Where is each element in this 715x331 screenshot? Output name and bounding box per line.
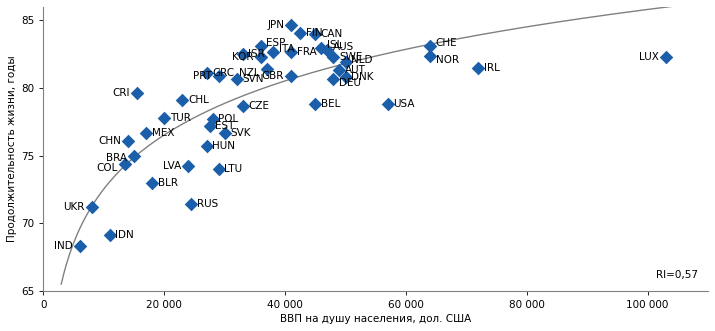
- Point: [473, 65, 484, 71]
- Point: [310, 31, 321, 37]
- Point: [425, 53, 436, 58]
- Text: KOR: KOR: [232, 52, 254, 62]
- Point: [201, 144, 212, 149]
- Point: [147, 180, 158, 185]
- Point: [213, 73, 225, 78]
- Point: [237, 103, 249, 108]
- Point: [315, 45, 327, 50]
- Point: [140, 130, 152, 135]
- Text: COL: COL: [97, 163, 118, 173]
- Text: CRI: CRI: [112, 88, 130, 98]
- Point: [322, 48, 333, 53]
- Point: [177, 98, 188, 103]
- Text: SVK: SVK: [230, 128, 251, 138]
- Text: NZL: NZL: [240, 68, 260, 78]
- Point: [285, 49, 297, 54]
- Text: GBR: GBR: [262, 71, 284, 81]
- Point: [219, 130, 230, 135]
- Text: DNK: DNK: [351, 72, 373, 82]
- Text: RUS: RUS: [197, 199, 218, 209]
- Point: [159, 115, 170, 120]
- Point: [207, 117, 218, 122]
- Point: [86, 204, 97, 210]
- Text: DEU: DEU: [339, 78, 361, 88]
- Text: JPN: JPN: [267, 20, 284, 29]
- Point: [128, 153, 139, 158]
- Text: POL: POL: [218, 114, 238, 124]
- Text: FRA: FRA: [297, 47, 317, 57]
- Text: CHE: CHE: [435, 38, 458, 48]
- Point: [183, 164, 194, 169]
- Point: [213, 166, 225, 172]
- Text: LTU: LTU: [225, 164, 242, 174]
- Text: IND: IND: [54, 241, 73, 251]
- Point: [285, 73, 297, 78]
- Text: BLR: BLR: [158, 178, 178, 188]
- Point: [310, 102, 321, 107]
- Point: [295, 30, 306, 35]
- Text: GRC: GRC: [212, 68, 235, 78]
- X-axis label: ВВП на душу населения, дол. США: ВВП на душу населения, дол. США: [280, 314, 471, 324]
- Point: [327, 76, 339, 81]
- Text: ESP: ESP: [267, 38, 286, 48]
- Text: AUS: AUS: [333, 42, 354, 52]
- Point: [340, 60, 351, 65]
- Point: [122, 138, 134, 143]
- Point: [104, 233, 116, 238]
- Point: [201, 71, 212, 76]
- Point: [327, 54, 339, 60]
- Text: LUX: LUX: [639, 52, 659, 62]
- Text: CHL: CHL: [188, 95, 209, 105]
- Point: [237, 52, 249, 57]
- Text: HUN: HUN: [212, 141, 235, 151]
- Point: [261, 67, 272, 72]
- Text: SVN: SVN: [242, 73, 264, 84]
- Point: [119, 161, 131, 166]
- Text: ISR: ISR: [248, 49, 265, 59]
- Point: [204, 123, 215, 128]
- Point: [186, 202, 197, 207]
- Point: [334, 68, 345, 73]
- Text: USA: USA: [393, 99, 415, 109]
- Text: CAN: CAN: [321, 29, 343, 39]
- Text: ISL: ISL: [327, 40, 342, 50]
- Point: [255, 43, 267, 49]
- Text: AUT: AUT: [345, 66, 366, 75]
- Point: [267, 49, 279, 54]
- Text: ITA: ITA: [279, 44, 294, 54]
- Text: BRA: BRA: [106, 154, 127, 164]
- Text: TUR: TUR: [169, 113, 191, 123]
- Text: NLD: NLD: [351, 55, 373, 65]
- Point: [255, 54, 267, 60]
- Point: [382, 102, 393, 107]
- Text: CHN: CHN: [98, 136, 121, 146]
- Text: PRT: PRT: [193, 71, 212, 81]
- Text: FIN: FIN: [306, 27, 322, 38]
- Text: NOR: NOR: [435, 55, 459, 65]
- Text: UKR: UKR: [64, 202, 85, 212]
- Point: [285, 22, 297, 27]
- Text: RI=0,57: RI=0,57: [656, 269, 698, 279]
- Text: LVA: LVA: [163, 162, 182, 171]
- Point: [132, 91, 143, 96]
- Text: IRL: IRL: [484, 63, 500, 73]
- Point: [660, 54, 671, 60]
- Point: [231, 76, 242, 81]
- Text: IDN: IDN: [115, 230, 134, 240]
- Text: EST: EST: [215, 121, 235, 131]
- Text: SWE: SWE: [339, 52, 363, 62]
- Text: BEL: BEL: [321, 99, 340, 109]
- Text: CZE: CZE: [248, 101, 270, 111]
- Point: [425, 43, 436, 49]
- Text: MEX: MEX: [152, 128, 174, 138]
- Point: [74, 244, 85, 249]
- Y-axis label: Продолжительность жизни, годы: Продолжительность жизни, годы: [7, 56, 17, 242]
- Point: [340, 74, 351, 80]
